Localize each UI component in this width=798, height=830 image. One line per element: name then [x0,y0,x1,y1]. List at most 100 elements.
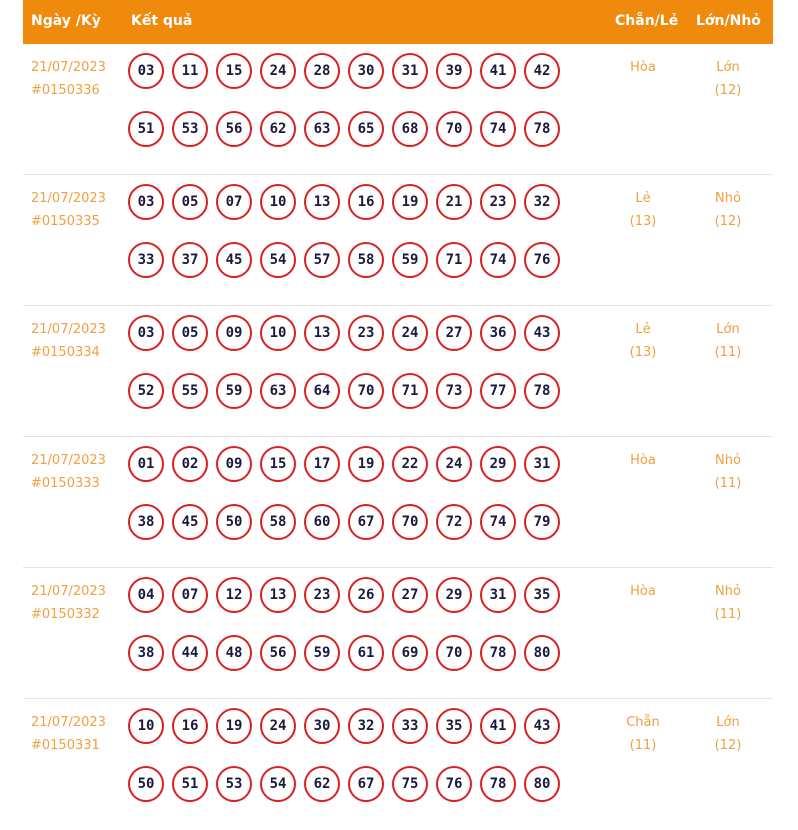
number-ball: 11 [172,53,208,89]
number-ball: 19 [216,708,252,744]
parity-label: Lẻ [635,191,651,206]
table-body: 21/07/2023 #0150336 03 11 15 24 28 30 31 39 41 42 51… [23,44,773,830]
size-cell: Nhỏ (11) [698,580,758,626]
size-cell: Nhỏ (11) [698,449,758,495]
size-label: Lớn [716,60,740,75]
result-balls: 10 16 19 24 30 32 33 35 41 43 50 51 53 54 62 67 75 76 78 80 [128,708,568,802]
parity-count: (13) [629,345,657,360]
number-ball: 64 [304,373,340,409]
number-ball: 02 [172,446,208,482]
number-ball: 38 [128,635,164,671]
table-row: 21/07/2023 #0150335 03 05 07 10 13 16 19 21 23 32 33… [23,175,773,306]
size-label: Nhỏ [715,453,741,468]
draw-number: #0150331 [31,738,100,753]
number-ball: 31 [524,446,560,482]
size-count: (11) [714,345,742,360]
number-ball: 51 [172,766,208,802]
number-ball: 13 [304,184,340,220]
number-ball: 19 [348,446,384,482]
header-date: Ngày /Kỳ [31,13,101,29]
number-ball: 24 [436,446,472,482]
size-cell: Lớn (11) [698,318,758,364]
number-ball: 78 [480,766,516,802]
number-ball: 78 [524,111,560,147]
number-ball: 79 [524,504,560,540]
parity-cell: Chẵn (11) [613,711,673,757]
size-cell: Lớn (12) [698,56,758,102]
number-ball: 33 [128,242,164,278]
draw-number: #0150334 [31,345,100,360]
number-ball: 15 [260,446,296,482]
number-ball: 52 [128,373,164,409]
number-ball: 29 [480,446,516,482]
table-header: Ngày /Kỳ Kết quả Chẵn/Lẻ Lớn/Nhỏ [23,0,773,44]
number-ball: 15 [216,53,252,89]
number-ball: 67 [348,766,384,802]
result-balls: 04 07 12 13 23 26 27 29 31 35 38 44 48 56 59 61 69 70 78 80 [128,577,568,671]
number-ball: 59 [304,635,340,671]
number-ball: 24 [260,53,296,89]
number-ball: 29 [436,577,472,613]
number-ball: 42 [524,53,560,89]
number-ball: 32 [524,184,560,220]
size-label: Nhỏ [715,191,741,206]
number-ball: 50 [128,766,164,802]
number-ball: 67 [348,504,384,540]
draw-number: #0150335 [31,214,100,229]
draw-date: 21/07/2023 [31,584,106,599]
number-ball: 70 [436,111,472,147]
number-ball: 27 [436,315,472,351]
table-row: 21/07/2023 #0150336 03 11 15 24 28 30 31 39 41 42 51… [23,44,773,175]
number-ball: 03 [128,315,164,351]
number-ball: 74 [480,242,516,278]
parity-cell: Lẻ (13) [613,318,673,364]
number-ball: 74 [480,111,516,147]
number-ball: 23 [304,577,340,613]
number-ball: 60 [304,504,340,540]
draw-date-cell: 21/07/2023 #0150332 [31,580,106,626]
number-ball: 41 [480,708,516,744]
table-row: 21/07/2023 #0150334 03 05 09 10 13 23 24 27 36 43 52… [23,306,773,437]
number-ball: 31 [392,53,428,89]
number-ball: 16 [172,708,208,744]
number-ball: 38 [128,504,164,540]
number-ball: 59 [392,242,428,278]
draw-number: #0150333 [31,476,100,491]
number-ball: 13 [304,315,340,351]
number-ball: 54 [260,766,296,802]
parity-count: (11) [629,738,657,753]
table-row: 21/07/2023 #0150332 04 07 12 13 23 26 27 29 31 35 38… [23,568,773,699]
number-ball: 28 [304,53,340,89]
number-ball: 62 [260,111,296,147]
number-ball: 01 [128,446,164,482]
number-ball: 10 [260,184,296,220]
results-table: Ngày /Kỳ Kết quả Chẵn/Lẻ Lớn/Nhỏ 21/07/2… [23,0,773,830]
size-label: Lớn [716,322,740,337]
draw-number: #0150332 [31,607,100,622]
size-count: (12) [714,83,742,98]
number-ball: 70 [392,504,428,540]
parity-label: Chẵn [626,715,660,730]
number-ball: 09 [216,315,252,351]
parity-label: Hòa [630,453,656,468]
number-ball: 53 [216,766,252,802]
size-count: (12) [714,214,742,229]
parity-cell: Lẻ (13) [613,187,673,233]
number-ball: 24 [392,315,428,351]
number-ball: 63 [304,111,340,147]
parity-cell: Hòa [613,449,673,472]
size-label: Lớn [716,715,740,730]
number-ball: 09 [216,446,252,482]
number-ball: 71 [392,373,428,409]
number-ball: 55 [172,373,208,409]
number-ball: 76 [436,766,472,802]
number-ball: 16 [348,184,384,220]
number-ball: 75 [392,766,428,802]
number-ball: 27 [392,577,428,613]
parity-label: Hòa [630,60,656,75]
result-balls: 03 11 15 24 28 30 31 39 41 42 51 53 56 62 63 65 68 70 74 78 [128,53,568,147]
draw-date-cell: 21/07/2023 #0150335 [31,187,106,233]
number-ball: 43 [524,708,560,744]
number-ball: 65 [348,111,384,147]
number-ball: 13 [260,577,296,613]
